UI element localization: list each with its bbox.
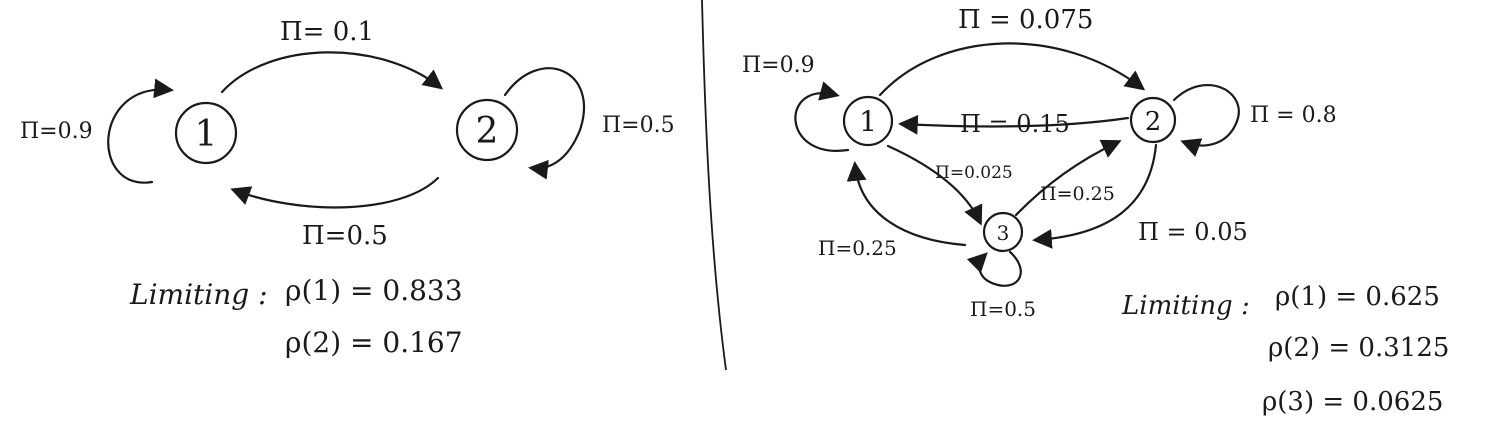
right-edge-self-2 bbox=[1172, 83, 1240, 157]
right-limiting-label: Limiting : bbox=[1121, 291, 1250, 321]
right-label-1-2: Π = 0.075 bbox=[958, 5, 1093, 35]
left-edge-1-2 bbox=[220, 51, 444, 94]
left-edge-2-1 bbox=[230, 176, 440, 209]
right-edge-2-3 bbox=[1032, 143, 1158, 249]
left-edge-self-1 bbox=[107, 78, 174, 184]
left-label-1-2: Π= 0.1 bbox=[280, 17, 374, 47]
separator-line bbox=[701, 0, 727, 371]
right-node-1: 1 bbox=[842, 95, 894, 147]
left-label-2-1: Π=0.5 bbox=[302, 221, 388, 251]
right-label-2-1: Π = 0.15 bbox=[960, 110, 1070, 138]
right-limiting-line-1: ρ(1) = 0.625 bbox=[1275, 282, 1440, 312]
left-node-1: 1 bbox=[174, 101, 238, 165]
right-edge-self-3 bbox=[966, 250, 1022, 287]
left-node-1-label: 1 bbox=[195, 114, 218, 155]
right-edge-3-1 bbox=[846, 161, 967, 247]
right-edge-2-1 bbox=[898, 114, 1130, 135]
right-edge-3-2 bbox=[1014, 139, 1122, 217]
left-limiting-label: Limiting : bbox=[129, 278, 268, 311]
right-label-3-2: Π=0.25 bbox=[1040, 183, 1115, 205]
left-chain: 1 2 Π=0.9 Π= 0.1 Π=0.5 Π=0.5 Limiting : … bbox=[20, 17, 675, 359]
right-label-self-2: Π = 0.8 bbox=[1250, 103, 1337, 128]
right-node-2-label: 2 bbox=[1145, 107, 1162, 137]
right-label-2-3: Π = 0.05 bbox=[1138, 218, 1248, 246]
right-node-3: 3 bbox=[982, 211, 1024, 253]
right-limiting-line-2: ρ(2) = 0.3125 bbox=[1268, 333, 1449, 363]
left-label-self-1: Π=0.9 bbox=[20, 119, 93, 144]
right-edge-1-3 bbox=[886, 144, 983, 226]
right-node-1-label: 1 bbox=[859, 105, 877, 138]
left-node-2: 2 bbox=[455, 98, 519, 162]
left-node-2-label: 2 bbox=[476, 111, 499, 152]
right-label-3-1: Π=0.25 bbox=[818, 236, 897, 260]
right-edge-self-1 bbox=[794, 81, 850, 152]
right-edge-1-2 bbox=[878, 42, 1146, 97]
right-chain: 1 2 3 Π = 0.075 Π=0.9 Π = 0.15 Π = 0.8 Π… bbox=[742, 5, 1449, 417]
left-limiting-line-2: ρ(2) = 0.167 bbox=[285, 326, 463, 359]
right-label-1-3: Π=0.025 bbox=[935, 163, 1013, 183]
left-label-self-2: Π=0.5 bbox=[602, 113, 675, 138]
right-node-3-label: 3 bbox=[997, 221, 1010, 245]
right-limiting-line-3: ρ(3) = 0.0625 bbox=[1262, 387, 1443, 417]
left-edge-self-2 bbox=[503, 67, 586, 180]
right-node-2: 2 bbox=[1129, 96, 1177, 144]
right-label-self-1: Π=0.9 bbox=[742, 53, 815, 78]
right-label-self-3: Π=0.5 bbox=[970, 297, 1036, 321]
left-limiting-line-1: ρ(1) = 0.833 bbox=[285, 274, 463, 307]
